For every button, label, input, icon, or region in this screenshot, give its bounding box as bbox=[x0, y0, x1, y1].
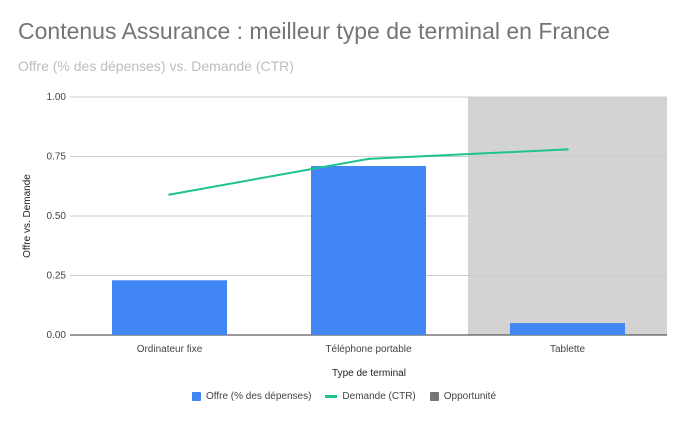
legend-item-offre: Offre (% des dépenses) bbox=[191, 391, 312, 402]
x-axis-title: Type de terminal bbox=[332, 368, 406, 379]
y-tick-label: 1.00 bbox=[47, 92, 67, 103]
chart-title: Contenus Assurance : meilleur type de te… bbox=[18, 18, 610, 44]
legend-label-offre: Offre (% des dépenses) bbox=[205, 391, 312, 402]
bar-2 bbox=[510, 323, 625, 335]
legend-swatch-demande bbox=[325, 395, 338, 398]
x-tick-label: Ordinateur fixe bbox=[137, 344, 203, 355]
x-tick-label: Tablette bbox=[550, 344, 585, 355]
bars bbox=[112, 166, 625, 335]
legend-label-opportunite: Opportunité bbox=[443, 391, 497, 402]
x-tick-label: Téléphone portable bbox=[325, 344, 412, 355]
y-axis-title: Offre vs. Demande bbox=[22, 174, 33, 258]
legend-item-demande: Demande (CTR) bbox=[325, 391, 416, 402]
demand-point-0 bbox=[168, 193, 171, 196]
y-tick-label: 0.50 bbox=[47, 211, 67, 222]
y-tick-label: 0.25 bbox=[47, 271, 67, 282]
legend-swatch-opportunite bbox=[429, 392, 439, 401]
legend-label-demande: Demande (CTR) bbox=[342, 391, 416, 402]
bar-0 bbox=[112, 280, 227, 335]
demand-line-layer bbox=[168, 148, 569, 196]
y-tick-label: 0.00 bbox=[47, 330, 67, 341]
axis-ticks: 0.00 0.25 0.50 0.75 1.00 Ordinateur fixe Télép… bbox=[47, 92, 586, 355]
legend-swatch-offre bbox=[191, 392, 201, 401]
demand-point-2 bbox=[566, 148, 569, 151]
chart-subtitle: Offre (% des dépenses) vs. Demande (CTR) bbox=[18, 58, 294, 74]
bar-1 bbox=[311, 166, 426, 335]
legend-item-opportunite: Opportunité bbox=[429, 391, 497, 402]
demand-point-1 bbox=[367, 157, 370, 161]
y-tick-label: 0.75 bbox=[47, 152, 67, 163]
legend: Offre (% des dépenses) Demande (CTR) Opp… bbox=[0, 391, 688, 402]
